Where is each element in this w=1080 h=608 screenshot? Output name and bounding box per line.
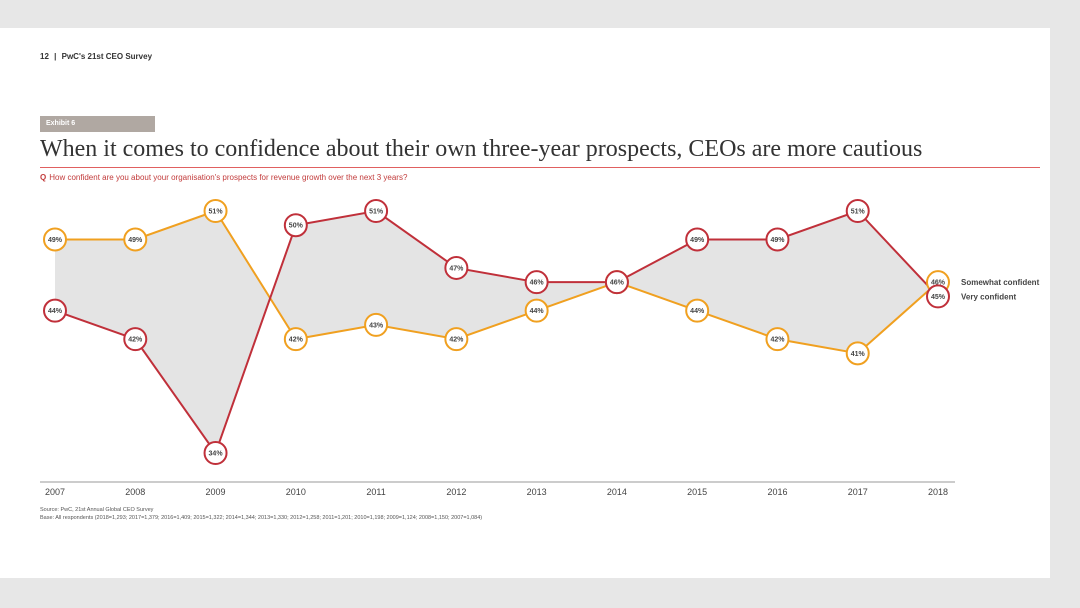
very-confident-value-label: 34% <box>209 451 224 458</box>
x-tick-label: 2007 <box>45 487 65 497</box>
very-confident-value-label: 47% <box>449 265 464 272</box>
legend-group: Somewhat confident Very confident <box>961 278 1040 301</box>
very-confident-point <box>765 227 790 252</box>
gap-area <box>55 211 938 453</box>
x-tick-label: 2008 <box>125 487 145 497</box>
very-confident-value-label: 42% <box>128 337 143 344</box>
x-tick-label: 2010 <box>286 487 306 497</box>
page-number: 12 <box>40 52 49 61</box>
line-chart: 49% 49% 51% 42% 43% 42% 44% 46% 44% 42% 41% 46% 44% 4… <box>40 199 1040 497</box>
somewhat-confident-point <box>203 199 228 223</box>
question-text: How confident are you about your organis… <box>49 173 408 182</box>
x-tick-label: 2018 <box>928 487 948 497</box>
very-confident-value-label: 44% <box>48 308 63 315</box>
somewhat-confident-value-label: 43% <box>369 322 384 329</box>
very-confident-value-label: 51% <box>851 209 866 216</box>
very-confident-point <box>685 227 710 252</box>
somewhat-confident-value-label: 46% <box>931 280 946 287</box>
somewhat-confident-point <box>444 327 469 352</box>
survey-question: Q How confident are you about your organi… <box>40 173 407 182</box>
somewhat-confident-value-label: 41% <box>851 351 866 358</box>
somewhat-confident-point <box>765 327 790 352</box>
very-confident-point <box>123 327 148 352</box>
x-tick-label: 2011 <box>366 487 385 497</box>
very-confident-point <box>926 284 950 309</box>
somewhat-confident-value-label: 42% <box>289 337 304 344</box>
gap-area-group <box>55 211 938 453</box>
somewhat-confident-value-label: 49% <box>128 237 143 244</box>
page-header: 12 | PwC's 21st CEO Survey <box>40 52 152 61</box>
somewhat-confident-point <box>43 227 67 252</box>
very-confident-value-label: 49% <box>690 237 705 244</box>
x-tick-label: 2015 <box>687 487 707 497</box>
very-confident-point <box>845 199 870 223</box>
exhibit-label: Exhibit 6 <box>40 116 155 132</box>
very-confident-point <box>43 298 67 323</box>
somewhat-confident-line <box>55 209 939 355</box>
legend-very-confident: Very confident <box>961 292 1016 301</box>
very-confident-value-label: 46% <box>530 280 545 287</box>
x-tick-labels-group: 2007 2008 2009 2010 2011 2012 2013 2014 2015 2016… <box>45 487 948 497</box>
report-page: 12 | PwC's 21st CEO Survey Exhibit 6 Whe… <box>0 28 1050 578</box>
very-confident-value-label: 45% <box>931 294 946 301</box>
very-confident-line <box>54 209 939 456</box>
somewhat-confident-value-label: 49% <box>48 237 63 244</box>
very-confident-point <box>364 199 389 223</box>
x-tick-label: 2014 <box>607 487 627 497</box>
header-separator: | <box>54 52 57 61</box>
chart-title: When it comes to confidence about their … <box>40 136 923 162</box>
very-confident-point <box>524 270 549 295</box>
source-line: Source: PwC, 21st Annual Global CEO Surv… <box>40 507 154 513</box>
x-tick-label: 2009 <box>206 487 226 497</box>
very-confident-value-label: 50% <box>289 223 304 230</box>
very-confident-value-label: 51% <box>369 209 384 216</box>
source-note: Source: PwC, 21st Annual Global CEO Surv… <box>40 506 482 522</box>
series-lines-group <box>54 209 939 456</box>
question-prefix: Q <box>40 173 47 182</box>
x-tick-label: 2012 <box>446 487 466 497</box>
very-confident-value-label: 49% <box>770 237 785 244</box>
somewhat-confident-point <box>364 312 389 337</box>
title-divider <box>40 167 1040 168</box>
somewhat-confident-value-label: 42% <box>770 337 785 344</box>
legend-somewhat-confident: Somewhat confident <box>961 278 1040 287</box>
x-tick-label: 2013 <box>527 487 547 497</box>
x-tick-label: 2017 <box>848 487 868 497</box>
somewhat-confident-value-label: 44% <box>690 308 705 315</box>
somewhat-confident-value-label: 42% <box>449 337 464 344</box>
x-tick-label: 2016 <box>767 487 787 497</box>
somewhat-confident-value-label: 44% <box>530 308 545 315</box>
somewhat-confident-point <box>123 227 148 252</box>
very-confident-point <box>604 270 629 295</box>
somewhat-confident-point <box>845 341 870 366</box>
very-confident-point <box>444 255 469 280</box>
report-title: PwC's 21st CEO Survey <box>61 52 153 61</box>
somewhat-confident-point <box>283 327 308 352</box>
very-confident-value-label: 46% <box>610 280 625 287</box>
base-line: Base: All respondents (2018=1,293; 2017=… <box>40 515 483 521</box>
data-points-group: 49% 49% 51% 42% 43% 42% 44% 46% 44% 42% 41% 46% 44% 4… <box>43 199 950 465</box>
very-confident-point <box>283 213 308 238</box>
somewhat-confident-value-label: 51% <box>209 209 224 216</box>
very-confident-point <box>203 441 228 465</box>
somewhat-confident-point <box>685 298 710 323</box>
somewhat-confident-point <box>524 298 549 323</box>
